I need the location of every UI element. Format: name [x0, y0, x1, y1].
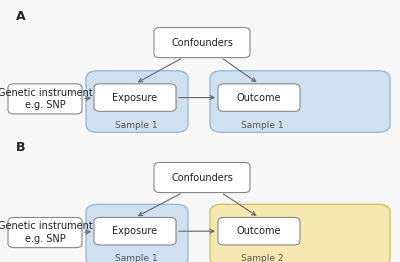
- Text: Outcome: Outcome: [237, 92, 281, 103]
- Text: Outcome: Outcome: [237, 226, 281, 236]
- FancyBboxPatch shape: [86, 204, 188, 262]
- Text: Sample 1: Sample 1: [115, 121, 157, 130]
- FancyBboxPatch shape: [8, 217, 82, 248]
- Text: Genetic instrument
e.g. SNP: Genetic instrument e.g. SNP: [0, 221, 92, 244]
- FancyBboxPatch shape: [94, 84, 176, 111]
- FancyBboxPatch shape: [218, 217, 300, 245]
- Text: Sample 1: Sample 1: [115, 254, 157, 262]
- Text: Exposure: Exposure: [112, 226, 158, 236]
- FancyBboxPatch shape: [86, 71, 188, 132]
- Text: Confounders: Confounders: [171, 37, 233, 48]
- FancyBboxPatch shape: [8, 84, 82, 114]
- FancyBboxPatch shape: [218, 84, 300, 111]
- Text: Sample 2: Sample 2: [241, 254, 283, 262]
- FancyBboxPatch shape: [154, 162, 250, 193]
- FancyBboxPatch shape: [210, 204, 390, 262]
- FancyBboxPatch shape: [154, 28, 250, 58]
- Text: Exposure: Exposure: [112, 92, 158, 103]
- Text: Genetic instrument
e.g. SNP: Genetic instrument e.g. SNP: [0, 88, 92, 110]
- Text: Sample 1: Sample 1: [241, 121, 283, 130]
- Text: B: B: [16, 141, 26, 155]
- Text: A: A: [16, 10, 26, 24]
- FancyBboxPatch shape: [94, 217, 176, 245]
- FancyBboxPatch shape: [210, 71, 390, 132]
- Text: Confounders: Confounders: [171, 172, 233, 183]
